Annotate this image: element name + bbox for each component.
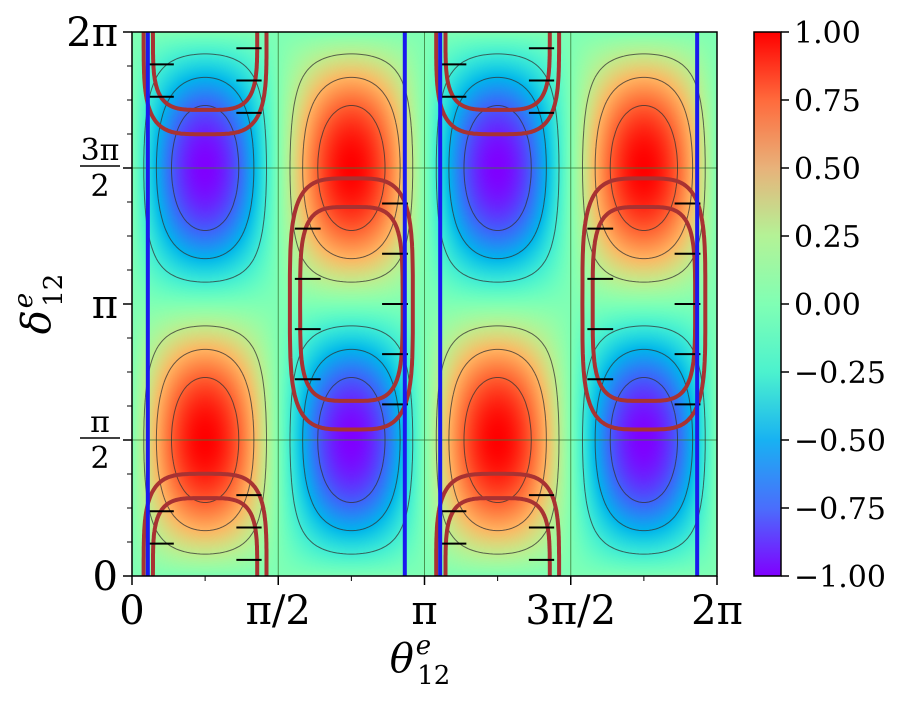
allowed-region-boundary — [443, 496, 552, 576]
colorbar-tick-label: −1.00 — [794, 560, 886, 595]
x-axis-title: θe 12 — [390, 631, 451, 691]
x-tick-label: 3π/2 — [525, 588, 616, 634]
x-tick-label: π — [411, 588, 437, 634]
colorbar-tick-label: 0.25 — [794, 220, 861, 255]
x-tick-label: 0 — [119, 588, 144, 634]
x-tick-label: 2π — [691, 588, 743, 634]
y-axis-title: δe12 — [9, 274, 69, 335]
allowed-region-boundary — [150, 32, 260, 112]
colorbar-tick-label: 0.50 — [794, 152, 861, 187]
marker-layer — [145, 32, 700, 576]
allowed-region-boundary — [590, 205, 698, 403]
colorbar-ticks: 1.00 0.75 0.50 0.25 0.00 −0.25 −0.50 −0.75 −1.00 — [781, 16, 886, 595]
colorbar-tick-label: −0.25 — [794, 356, 886, 391]
y-tick-label-den: 2 — [90, 441, 109, 476]
svg-text:δe12: δe12 — [9, 274, 69, 335]
colorbar-tick-label: −0.75 — [794, 492, 886, 527]
x-axis: 0 π/2 π 3π/2 2π — [119, 576, 743, 634]
y-tick-label-num: 3π — [81, 133, 120, 168]
colorbar-tick-label: 0.00 — [794, 288, 861, 323]
y-tick-label: 0 — [93, 554, 118, 600]
y-tick-label-num: π — [90, 405, 110, 440]
allowed-region-boundary — [580, 176, 708, 432]
allowed-region-boundary — [443, 32, 552, 112]
y-tick-label: 2π — [66, 10, 118, 56]
x-tick-label: π/2 — [246, 588, 311, 634]
contour-line — [155, 76, 694, 532]
grid-layer — [132, 32, 717, 576]
colorbar-tick-label: −0.50 — [794, 424, 886, 459]
colorbar-gradient — [753, 31, 782, 577]
allowed-region-boundary — [150, 496, 260, 576]
colorbar-tick-label: 0.75 — [794, 84, 861, 119]
colorbar-tick-label: 1.00 — [794, 16, 861, 51]
contour-line — [155, 76, 694, 532]
y-tick-label: π — [92, 282, 118, 328]
contour-line — [171, 105, 678, 503]
y-tick-label-den: 2 — [90, 169, 109, 204]
plot-area — [131, 31, 718, 577]
contour-line — [171, 105, 678, 503]
allowed-region-boundary — [298, 205, 405, 403]
colorbar: 1.00 0.75 0.50 0.25 0.00 −0.25 −0.50 −0.75 −1.00 — [753, 16, 886, 595]
allowed-region-boundary — [287, 176, 415, 432]
